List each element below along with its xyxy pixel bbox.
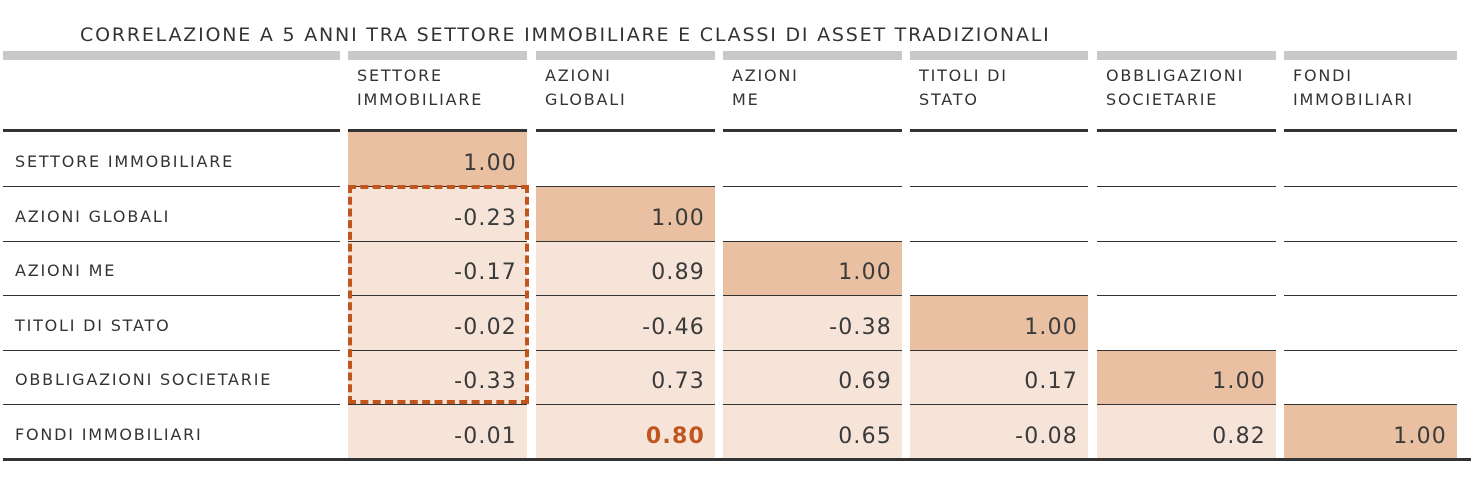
matrix-cell: 0.82 xyxy=(1097,405,1276,459)
row-separator xyxy=(536,295,715,296)
column-header: SETTORE IMMOBILIARE xyxy=(357,64,483,112)
header-rule xyxy=(1284,129,1457,132)
matrix-cell: -0.02 xyxy=(348,296,527,350)
column-header-line: OBBLIGAZIONI xyxy=(1106,66,1245,85)
header-rule xyxy=(723,129,902,132)
column-header-line: AZIONI xyxy=(545,66,612,85)
column-header-line: ME xyxy=(732,90,760,109)
column-header: AZIONI ME xyxy=(732,64,799,112)
row-separator xyxy=(1284,404,1457,405)
header-rule xyxy=(536,129,715,132)
row-separator xyxy=(723,404,902,405)
row-separator xyxy=(348,404,527,405)
row-separator xyxy=(536,404,715,405)
row-separator xyxy=(1097,241,1276,242)
row-separator xyxy=(536,241,715,242)
matrix-cell: 1.00 xyxy=(723,241,902,295)
column-header: TITOLI DI STATO xyxy=(919,64,1008,112)
matrix-cell: -0.38 xyxy=(723,296,902,350)
row-separator xyxy=(723,241,902,242)
column-header-line: AZIONI xyxy=(732,66,799,85)
row-separator xyxy=(536,350,715,351)
row-separator xyxy=(910,295,1088,296)
matrix-cell: 1.00 xyxy=(1097,350,1276,404)
matrix-cell: 0.89 xyxy=(536,241,715,295)
column-header-line: IMMOBILIARE xyxy=(357,90,484,109)
matrix-cell: 1.00 xyxy=(536,187,715,241)
column-header-line: SOCIETARIE xyxy=(1106,90,1219,109)
matrix-cell: 1.00 xyxy=(1284,405,1457,459)
matrix-cell: 0.69 xyxy=(723,350,902,404)
row-separator xyxy=(348,350,527,351)
row-separator xyxy=(1097,350,1276,351)
matrix-cell: -0.33 xyxy=(348,350,527,404)
header-rule xyxy=(3,129,340,132)
row-label: SETTORE IMMOBILIARE xyxy=(15,152,235,171)
matrix-cell: 0.65 xyxy=(723,405,902,459)
row-separator xyxy=(910,241,1088,242)
row-separator xyxy=(723,350,902,351)
row-label: AZIONI ME xyxy=(15,261,117,280)
row-separator xyxy=(348,241,527,242)
matrix-cell: -0.01 xyxy=(348,405,527,459)
column-header-line: STATO xyxy=(919,90,979,109)
row-separator xyxy=(1097,186,1276,187)
row-separator xyxy=(3,295,340,296)
row-separator xyxy=(910,350,1088,351)
matrix-cell: 0.17 xyxy=(910,350,1088,404)
chart-title: CORRELAZIONE A 5 ANNI TRA SETTORE IMMOBI… xyxy=(80,24,1051,46)
row-separator xyxy=(1284,241,1457,242)
matrix-cell: 0.73 xyxy=(536,350,715,404)
column-header-line: SETTORE xyxy=(357,66,443,85)
header-bar xyxy=(723,51,902,60)
header-bar xyxy=(3,51,340,60)
row-separator xyxy=(3,404,340,405)
row-separator xyxy=(348,186,527,187)
row-label: FONDI IMMOBILIARI xyxy=(15,425,203,444)
row-separator xyxy=(1097,295,1276,296)
column-header-line: TITOLI DI xyxy=(919,66,1008,85)
matrix-cell: -0.08 xyxy=(910,405,1088,459)
header-bar xyxy=(910,51,1088,60)
row-separator xyxy=(723,186,902,187)
header-bar xyxy=(1284,51,1457,60)
row-separator xyxy=(1284,186,1457,187)
row-label: TITOLI DI STATO xyxy=(15,316,171,335)
column-header: AZIONI GLOBALI xyxy=(545,64,627,112)
header-rule xyxy=(910,129,1088,132)
header-rule xyxy=(348,129,527,132)
column-header-line: FONDI xyxy=(1293,66,1353,85)
row-separator xyxy=(910,404,1088,405)
header-rule xyxy=(1097,129,1276,132)
column-header: FONDI IMMOBILIARI xyxy=(1293,64,1414,112)
row-separator xyxy=(536,186,715,187)
row-separator xyxy=(348,295,527,296)
column-header-line: GLOBALI xyxy=(545,90,627,109)
column-header: OBBLIGAZIONI SOCIETARIE xyxy=(1106,64,1244,112)
row-label: OBBLIGAZIONI SOCIETARIE xyxy=(15,370,273,389)
header-bar xyxy=(536,51,715,60)
row-separator xyxy=(1097,404,1276,405)
row-separator xyxy=(3,241,340,242)
row-separator xyxy=(1284,350,1457,351)
column-header-line: IMMOBILIARI xyxy=(1293,90,1414,109)
row-separator xyxy=(910,186,1088,187)
row-label: AZIONI GLOBALI xyxy=(15,207,171,226)
row-separator xyxy=(3,350,340,351)
bottom-rule xyxy=(3,458,1471,461)
matrix-cell: -0.46 xyxy=(536,296,715,350)
matrix-cell: 1.00 xyxy=(910,296,1088,350)
matrix-cell: -0.23 xyxy=(348,187,527,241)
header-bar xyxy=(348,51,527,60)
matrix-cell: -0.17 xyxy=(348,241,527,295)
matrix-cell: 1.00 xyxy=(348,132,527,186)
row-separator xyxy=(3,186,340,187)
matrix-cell-highlighted: 0.80 xyxy=(536,405,715,459)
header-bar xyxy=(1097,51,1276,60)
row-separator xyxy=(723,295,902,296)
row-separator xyxy=(1284,295,1457,296)
